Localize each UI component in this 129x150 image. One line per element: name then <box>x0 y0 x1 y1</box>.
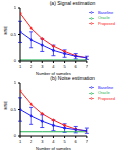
svg-text:6: 6 <box>75 139 78 144</box>
html-text:(b) Noise estimation: (b) Noise estimation <box>50 75 95 81</box>
html-text:Baseline: Baseline <box>97 85 114 90</box>
html-text:Baseline: Baseline <box>97 10 114 15</box>
svg-text:2: 2 <box>30 139 33 144</box>
svg-text:2: 2 <box>30 64 33 69</box>
svg-text:Number of samples: Number of samples <box>36 71 71 75</box>
svg-text:4: 4 <box>52 139 55 144</box>
svg-text:5: 5 <box>63 64 66 69</box>
svg-text:1: 1 <box>19 64 22 69</box>
svg-text:7: 7 <box>86 139 89 144</box>
svg-text:MSE: MSE <box>8 101 9 110</box>
svg-text:3: 3 <box>41 139 44 144</box>
html-text:Proposed: Proposed <box>97 95 115 101</box>
svg-text:0.5: 0.5 <box>10 32 16 37</box>
svg-text:1: 1 <box>14 80 17 85</box>
svg-text:7: 7 <box>86 64 89 69</box>
html-text:Proposed: Proposed <box>97 20 115 26</box>
html-text:(a) Signal estimation: (a) Signal estimation <box>49 0 96 6</box>
svg-text:0.5: 0.5 <box>10 107 16 112</box>
svg-text:3: 3 <box>41 64 44 69</box>
svg-text:1: 1 <box>14 5 17 10</box>
svg-text:1: 1 <box>19 139 22 144</box>
html-text:Oracle: Oracle <box>97 90 110 96</box>
html-text:Oracle: Oracle <box>97 15 110 21</box>
svg-text:6: 6 <box>75 64 78 69</box>
svg-text:5: 5 <box>63 139 66 144</box>
svg-text:4: 4 <box>52 64 55 69</box>
svg-text:Number of samples: Number of samples <box>36 146 71 150</box>
svg-text:0: 0 <box>14 58 17 63</box>
svg-text:0: 0 <box>14 133 17 138</box>
svg-text:MSE: MSE <box>8 26 9 35</box>
